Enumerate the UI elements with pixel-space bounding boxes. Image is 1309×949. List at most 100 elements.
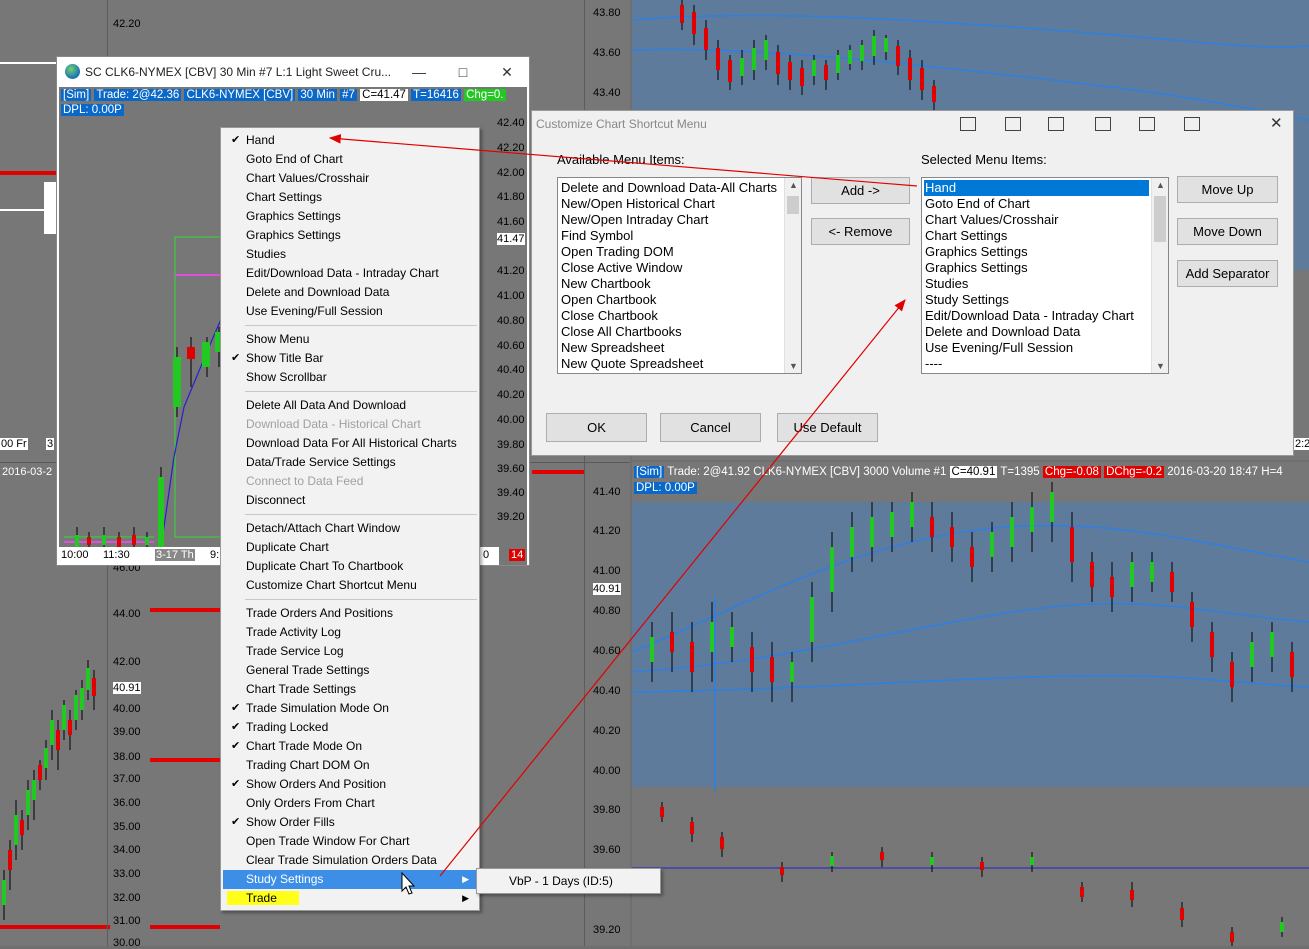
axis-label: 42.40 bbox=[497, 117, 525, 129]
list-item[interactable]: Open Trading DOM bbox=[561, 244, 674, 259]
list-item[interactable]: Delete and Download Data-All Charts bbox=[561, 180, 778, 195]
cancel-button[interactable]: Cancel bbox=[660, 413, 761, 442]
list-item[interactable]: Studies bbox=[925, 276, 969, 291]
menu-item-delete-and-download-data[interactable]: Delete and Download Data bbox=[223, 283, 477, 302]
menu-item-detach-attach-chart-window[interactable]: Detach/Attach Chart Window bbox=[223, 519, 477, 538]
menu-item-graphics-settings[interactable]: Graphics Settings bbox=[223, 207, 477, 226]
menu-item-studies[interactable]: Studies bbox=[223, 245, 477, 264]
available-items-list[interactable]: New Quote Spreadsheet New Spreadsheet Clos… bbox=[557, 177, 802, 374]
menu-item-study-settings[interactable]: Study Settings ▶ bbox=[223, 870, 477, 889]
menu-item-download-data-historical-chart[interactable]: Download Data - Historical Chart bbox=[223, 415, 477, 434]
list-item[interactable]: Goto End of Chart bbox=[925, 196, 1030, 211]
scroll-thumb[interactable] bbox=[1154, 196, 1166, 242]
list-item[interactable]: Chart Values/Crosshair bbox=[925, 212, 1059, 227]
menu-item-open-trade-window-for-chart[interactable]: Open Trade Window For Chart bbox=[223, 832, 477, 851]
list-item[interactable]: Open Chartbook bbox=[561, 292, 657, 307]
move-down-button[interactable]: Move Down bbox=[1177, 218, 1278, 245]
chart-number: #7 bbox=[340, 89, 357, 101]
list-item[interactable]: New/Open Historical Chart bbox=[561, 196, 715, 211]
menu-item-show-scrollbar[interactable]: Show Scrollbar bbox=[223, 368, 477, 387]
list-item[interactable]: Graphics Settings bbox=[925, 244, 1028, 259]
menu-item-clear-trade-simulation-orders-data[interactable]: Clear Trade Simulation Orders Data bbox=[223, 851, 477, 870]
menu-item-trade[interactable]: Trade ▶ bbox=[223, 889, 477, 908]
move-up-button[interactable]: Move Up bbox=[1177, 176, 1278, 203]
menu-item-goto-end-of-chart[interactable]: Goto End of Chart bbox=[223, 150, 477, 169]
menu-item-trade-activity-log[interactable]: Trade Activity Log bbox=[223, 623, 477, 642]
list-item[interactable]: Chart Settings bbox=[925, 228, 1008, 243]
menu-item-graphics-settings[interactable]: Graphics Settings bbox=[223, 226, 477, 245]
list-item[interactable]: Edit/Download Data - Intraday Chart bbox=[925, 308, 1134, 323]
menu-item-duplicate-chart[interactable]: Duplicate Chart bbox=[223, 538, 477, 557]
menu-item-use-evening-full-session[interactable]: Use Evening/Full Session bbox=[223, 302, 477, 321]
menu-item-trade-service-log[interactable]: Trade Service Log bbox=[223, 642, 477, 661]
menu-item-chart-trade-mode-on[interactable]: ✔ Chart Trade Mode On bbox=[223, 737, 477, 756]
list-item[interactable]: Use Evening/Full Session bbox=[925, 340, 1074, 355]
minimize-button[interactable]: — bbox=[412, 64, 426, 80]
list-item[interactable]: ---- bbox=[925, 356, 943, 371]
menu-item-show-title-bar[interactable]: ✔ Show Title Bar bbox=[223, 349, 477, 368]
window-pin-icon[interactable] bbox=[1005, 117, 1021, 131]
list-item[interactable]: Close Chartbook bbox=[561, 308, 658, 323]
close-button[interactable]: ✕ bbox=[501, 64, 513, 80]
scroll-up-icon[interactable]: ▲ bbox=[789, 180, 798, 190]
menu-item-edit-download-data-intraday-chart[interactable]: Edit/Download Data - Intraday Chart bbox=[223, 264, 477, 283]
list-item[interactable]: New/Open Intraday Chart bbox=[561, 212, 709, 227]
window-tile-icon[interactable] bbox=[1048, 117, 1064, 131]
menu-item-data-trade-service-settings[interactable]: Data/Trade Service Settings bbox=[223, 453, 477, 472]
selected-items-list[interactable]: ---- Use Evening/Full Session Delete and D… bbox=[921, 177, 1169, 374]
available-list-scrollbar[interactable]: ▲ ▼ bbox=[784, 178, 801, 373]
menu-item-connect-to-data-feed[interactable]: Connect to Data Feed bbox=[223, 472, 477, 491]
menu-item-duplicate-chart-to-chartbook[interactable]: Duplicate Chart To Chartbook bbox=[223, 557, 477, 576]
add-separator-button[interactable]: Add Separator bbox=[1177, 260, 1278, 287]
list-item[interactable]: Hand bbox=[924, 180, 1149, 196]
menu-item-hand[interactable]: ✔ Hand bbox=[223, 131, 477, 150]
right-bottom-chart-pane[interactable]: [Sim] Trade: 2@41.92 CLK6-NYMEX [CBV] 30… bbox=[632, 462, 1309, 946]
scroll-down-icon[interactable]: ▼ bbox=[789, 361, 798, 371]
remove-button[interactable]: <- Remove bbox=[811, 218, 910, 245]
list-item[interactable]: Study Settings bbox=[925, 292, 1009, 307]
use-default-button[interactable]: Use Default bbox=[777, 413, 878, 442]
menu-item-chart-settings[interactable]: Chart Settings bbox=[223, 188, 477, 207]
window-restore-icon[interactable] bbox=[960, 117, 976, 131]
add-button[interactable]: Add -> bbox=[811, 177, 910, 204]
menu-item-disconnect[interactable]: Disconnect bbox=[223, 491, 477, 510]
window-cascade-icon[interactable] bbox=[1095, 117, 1111, 131]
list-item[interactable]: Delete and Download Data bbox=[925, 324, 1081, 339]
maximize-button[interactable]: □ bbox=[458, 64, 468, 80]
menu-item-show-orders-and-position[interactable]: ✔ Show Orders And Position bbox=[223, 775, 477, 794]
menu-item-show-order-fills[interactable]: ✔ Show Order Fills bbox=[223, 813, 477, 832]
customize-menu-dialog[interactable]: Customize Chart Shortcut Menu ✕ Availabl… bbox=[531, 110, 1294, 456]
menu-item-chart-values-crosshair[interactable]: Chart Values/Crosshair bbox=[223, 169, 477, 188]
window-left-icon[interactable] bbox=[1139, 117, 1155, 131]
selected-list-scrollbar[interactable]: ▲ ▼ bbox=[1151, 178, 1168, 373]
menu-item-download-data-for-all-historical-charts[interactable]: Download Data For All Historical Charts bbox=[223, 434, 477, 453]
list-item[interactable]: Close All Chartbooks bbox=[561, 324, 682, 339]
menu-item-trade-simulation-mode-on[interactable]: ✔ Trade Simulation Mode On bbox=[223, 699, 477, 718]
chart-window-titlebar[interactable]: SC CLK6-NYMEX [CBV] 30 Min #7 L:1 Light … bbox=[57, 57, 529, 87]
list-item[interactable]: Find Symbol bbox=[561, 228, 634, 243]
menu-item-show-menu[interactable]: Show Menu bbox=[223, 330, 477, 349]
menu-item-label: General Trade Settings bbox=[246, 663, 370, 677]
close-icon[interactable]: ✕ bbox=[1270, 115, 1283, 132]
study-settings-submenu[interactable]: VbP - 1 Days (ID:5) bbox=[476, 868, 661, 894]
menu-item-trade-orders-and-positions[interactable]: Trade Orders And Positions bbox=[223, 604, 477, 623]
scroll-up-icon[interactable]: ▲ bbox=[1156, 180, 1165, 190]
menu-item-customize-chart-shortcut-menu[interactable]: Customize Chart Shortcut Menu bbox=[223, 576, 477, 595]
ok-button[interactable]: OK bbox=[546, 413, 647, 442]
menu-item-general-trade-settings[interactable]: General Trade Settings bbox=[223, 661, 477, 680]
window-right-icon[interactable] bbox=[1184, 117, 1200, 131]
chart-shortcut-menu[interactable]: ✔ Hand Goto End of Chart Chart Values/Cross… bbox=[220, 127, 480, 911]
list-item[interactable]: New Chartbook bbox=[561, 276, 651, 291]
menu-item-trading-chart-dom-on[interactable]: Trading Chart DOM On bbox=[223, 756, 477, 775]
menu-item-delete-all-data-and-download[interactable]: Delete All Data And Download bbox=[223, 396, 477, 415]
list-item[interactable]: Graphics Settings bbox=[925, 260, 1028, 275]
list-item[interactable]: Close Active Window bbox=[561, 260, 683, 275]
menu-item-only-orders-from-chart[interactable]: Only Orders From Chart bbox=[223, 794, 477, 813]
list-item[interactable]: New Spreadsheet bbox=[561, 340, 665, 355]
scroll-down-icon[interactable]: ▼ bbox=[1156, 361, 1165, 371]
scroll-thumb[interactable] bbox=[787, 196, 799, 214]
list-item[interactable]: New Quote Spreadsheet bbox=[561, 356, 704, 371]
menu-item-trading-locked[interactable]: ✔ Trading Locked bbox=[223, 718, 477, 737]
submenu-item-vbp[interactable]: VbP - 1 Days (ID:5) bbox=[509, 874, 613, 888]
menu-item-chart-trade-settings[interactable]: Chart Trade Settings bbox=[223, 680, 477, 699]
